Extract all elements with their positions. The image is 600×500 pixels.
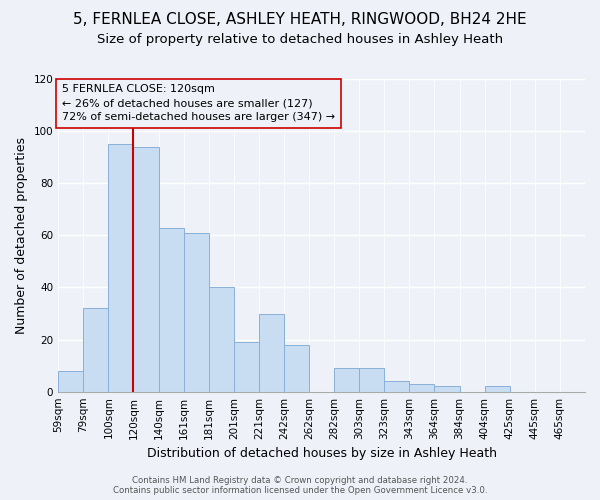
Bar [109,144,133,392]
Bar [158,228,184,392]
Bar [284,345,309,392]
Bar [83,308,109,392]
Text: Size of property relative to detached houses in Ashley Heath: Size of property relative to detached ho… [97,32,503,46]
X-axis label: Distribution of detached houses by size in Ashley Heath: Distribution of detached houses by size … [146,447,497,460]
Text: 5, FERNLEA CLOSE, ASHLEY HEATH, RINGWOOD, BH24 2HE: 5, FERNLEA CLOSE, ASHLEY HEATH, RINGWOOD… [73,12,527,28]
Bar [385,382,409,392]
Bar [209,288,234,392]
Bar [133,146,158,392]
Bar [434,386,460,392]
Bar [234,342,259,392]
Text: Contains public sector information licensed under the Open Government Licence v3: Contains public sector information licen… [113,486,487,495]
Bar [409,384,434,392]
Bar [184,232,209,392]
Bar [58,371,83,392]
Text: 5 FERNLEA CLOSE: 120sqm
← 26% of detached houses are smaller (127)
72% of semi-d: 5 FERNLEA CLOSE: 120sqm ← 26% of detache… [62,84,335,122]
Text: Contains HM Land Registry data © Crown copyright and database right 2024.: Contains HM Land Registry data © Crown c… [132,476,468,485]
Bar [359,368,385,392]
Y-axis label: Number of detached properties: Number of detached properties [15,137,28,334]
Bar [485,386,510,392]
Bar [259,314,284,392]
Bar [334,368,359,392]
